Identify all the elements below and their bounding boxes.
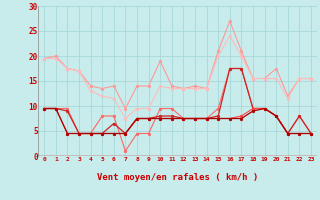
X-axis label: Vent moyen/en rafales ( km/h ): Vent moyen/en rafales ( km/h ) (97, 173, 258, 182)
